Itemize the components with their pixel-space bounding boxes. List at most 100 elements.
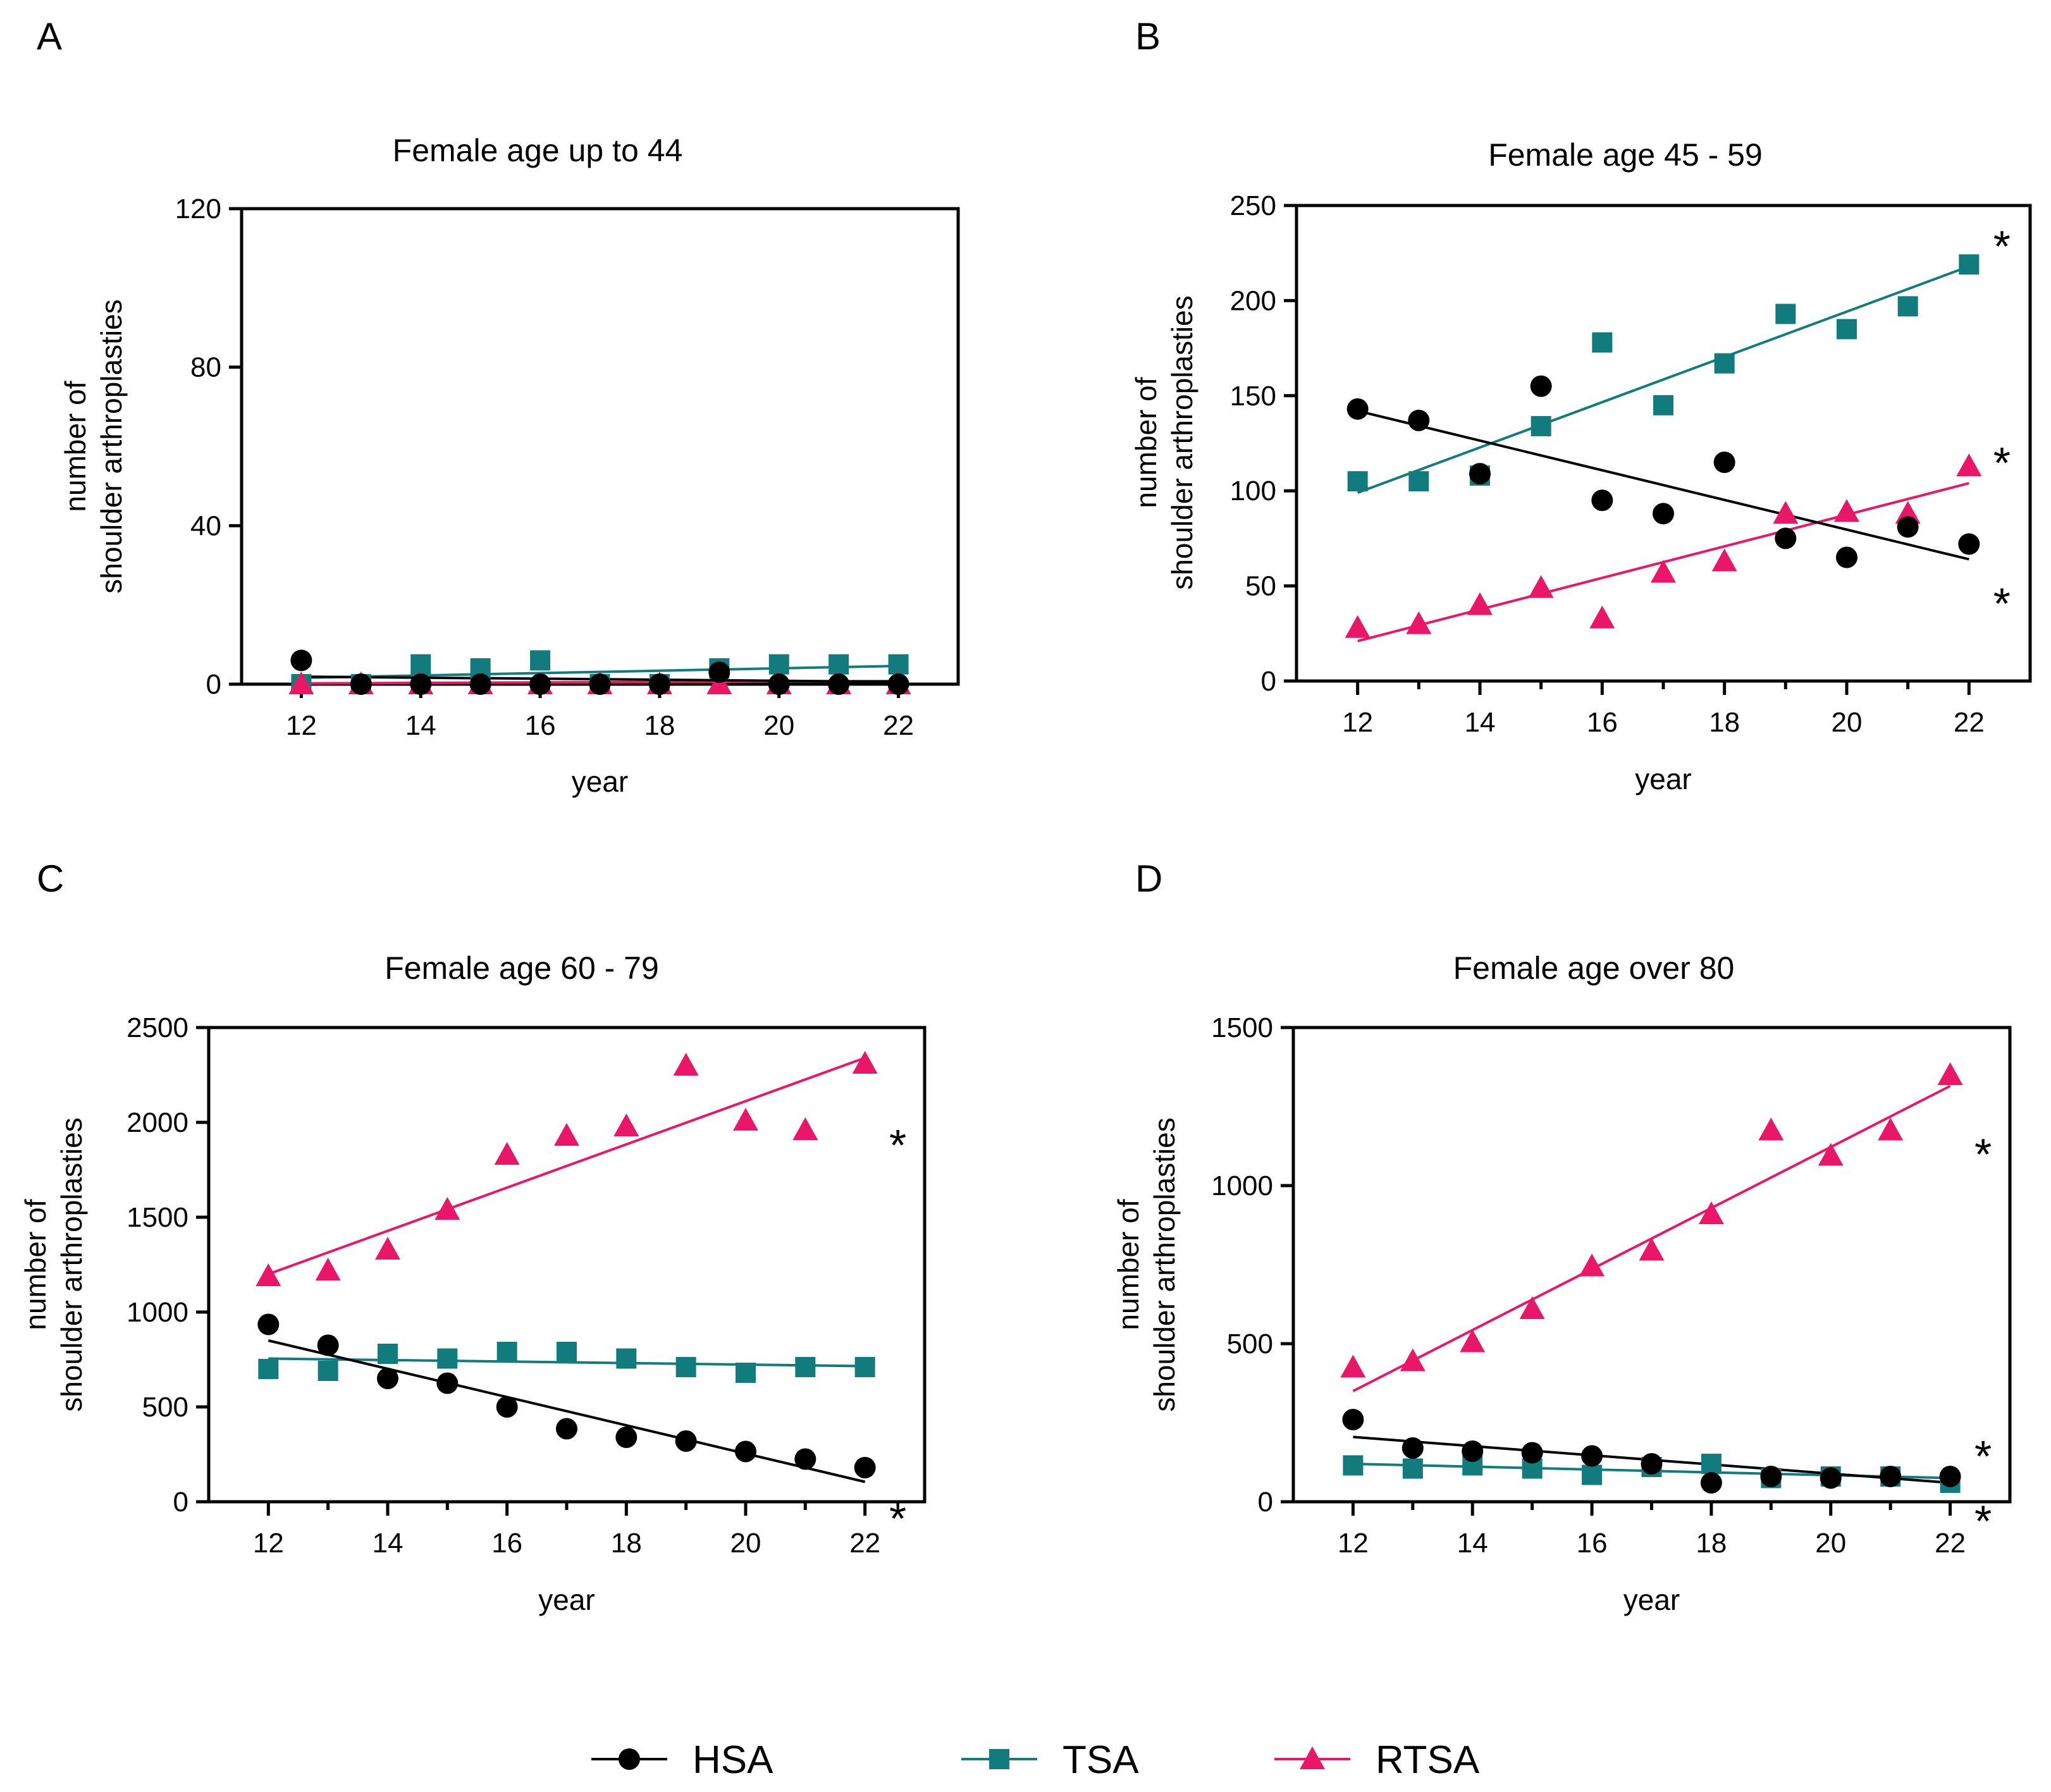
legend-tsa-marker: [989, 1749, 1009, 1769]
x-tick-label: 16: [1577, 1528, 1608, 1559]
tsa-point: [1959, 254, 1980, 275]
x-tick-label: 12: [253, 1528, 284, 1559]
rtsa-point: [1773, 501, 1799, 524]
x-tick-label: 22: [1954, 707, 1985, 738]
rtsa-point: [733, 1108, 758, 1131]
y-tick-label: 2500: [126, 1012, 188, 1043]
hsa-point: [469, 673, 491, 695]
hsa-point: [1958, 533, 1980, 555]
tsa-point: [1347, 471, 1368, 492]
y-tick-label: 500: [142, 1392, 188, 1423]
hsa-point: [257, 1313, 280, 1335]
x-tick-label: 12: [1342, 707, 1373, 738]
legend-rtsa-marker: [1300, 1746, 1325, 1769]
x-tick-label: 14: [1457, 1528, 1488, 1559]
hsa-point: [317, 1334, 339, 1356]
tsa-point: [1408, 471, 1429, 492]
significance-star: *: [889, 1494, 906, 1543]
rtsa-point: [1956, 453, 1982, 477]
tsa-point: [437, 1348, 458, 1369]
rtsa-point: [1528, 575, 1554, 598]
tsa-point: [1402, 1458, 1423, 1479]
y-axis-label-line2: shoulder arthroplasties: [95, 299, 128, 593]
rtsa-point: [1758, 1117, 1784, 1141]
panel-a: A Female age up to 44 year number of sho…: [37, 15, 960, 798]
x-tick-label: 14: [1465, 707, 1496, 738]
rtsa-point: [1639, 1237, 1665, 1261]
hsa-point: [1591, 489, 1613, 512]
y-tick-label: 1000: [1211, 1170, 1273, 1201]
y-tick-label: 500: [1227, 1329, 1273, 1359]
plot-area: 0 500 1000 1500 12 14 16 18 20 22 * * *: [1211, 1012, 2012, 1559]
hsa-point: [1530, 375, 1552, 397]
rtsa-point: [1895, 501, 1921, 524]
y-axis-label-line1: number of: [1130, 377, 1162, 508]
tsa-trend-line: [1357, 265, 1970, 494]
hsa-point: [887, 673, 909, 695]
hsa-point: [768, 673, 790, 695]
hsa-point: [1521, 1442, 1543, 1464]
y-tick-label: 250: [1230, 190, 1276, 221]
y-axis-label-line2: shoulder arthroplasties: [55, 1117, 88, 1411]
tsa-point: [888, 654, 909, 675]
x-axis-label: year: [538, 1583, 594, 1616]
hsa-point: [1342, 1409, 1364, 1430]
y-tick-label: 80: [190, 352, 221, 383]
panel-c: C Female age 60 - 79 year number of shou…: [19, 857, 927, 1616]
hsa-point: [1401, 1437, 1424, 1459]
plot-area: 0 500 1000 1500 2000 2500 12 14 16 18 20 22 * *: [126, 1012, 927, 1559]
significance-star: *: [889, 1120, 906, 1170]
rtsa-point: [375, 1237, 400, 1260]
tsa-point: [828, 654, 849, 675]
tsa-point: [1582, 1464, 1603, 1485]
hsa-point: [290, 649, 312, 672]
hsa-point: [1346, 398, 1369, 420]
tsa-point: [1837, 319, 1857, 340]
panel-b: B Female age 45 - 59 year number of shou…: [1130, 15, 2032, 795]
x-tick-label: 12: [1338, 1528, 1369, 1559]
hsa-point: [675, 1430, 697, 1452]
plot-area: 0 50 100 150 200 250 12 14 16 18 20 22 * * *: [1230, 190, 2032, 738]
y-tick-label: 0: [1258, 1487, 1273, 1518]
y-axis-label-line1: number of: [59, 381, 92, 512]
tsa-point: [1701, 1454, 1721, 1474]
significance-star: *: [1974, 1497, 1992, 1546]
hsa-point: [1408, 409, 1430, 431]
rtsa-point: [1589, 605, 1615, 629]
rtsa-point: [434, 1197, 460, 1220]
y-tick-label: 200: [1230, 285, 1276, 316]
hsa-point: [436, 1372, 459, 1394]
hsa-point: [1820, 1467, 1842, 1489]
x-tick-label: 18: [611, 1528, 642, 1559]
y-tick-label: 1500: [126, 1202, 188, 1233]
hsa-point: [1836, 546, 1857, 568]
rtsa-point: [256, 1263, 281, 1286]
hsa-point: [828, 673, 850, 695]
x-tick-label: 16: [1587, 707, 1618, 738]
x-tick-label: 18: [1696, 1528, 1727, 1559]
x-tick-label: 20: [730, 1528, 761, 1559]
significance-star: *: [1993, 221, 2011, 271]
significance-star: *: [1974, 1432, 1992, 1481]
rtsa-point: [1460, 1329, 1486, 1353]
significance-star: *: [1993, 438, 2011, 488]
plot-area: 0 40 80 120 12 14 16 18 20 22: [175, 193, 960, 741]
rtsa-point: [1878, 1117, 1904, 1141]
hsa-trend-line: [268, 1339, 866, 1483]
tsa-trend-line: [268, 1357, 865, 1368]
x-tick-label: 14: [373, 1528, 403, 1559]
x-tick-label: 22: [1935, 1528, 1966, 1559]
y-tick-label: 120: [175, 193, 221, 224]
y-tick-label: 50: [1245, 571, 1276, 602]
tsa-point: [1343, 1455, 1364, 1476]
x-axis-label: year: [1635, 763, 1691, 795]
hsa-point: [648, 673, 670, 695]
hsa-point: [1469, 463, 1491, 485]
hsa-point: [708, 661, 730, 684]
hsa-point: [854, 1457, 876, 1478]
x-tick-label: 18: [644, 710, 675, 741]
tsa-point: [1897, 296, 1918, 317]
y-axis-label-line1: number of: [19, 1199, 52, 1330]
x-tick-label: 22: [883, 710, 914, 741]
